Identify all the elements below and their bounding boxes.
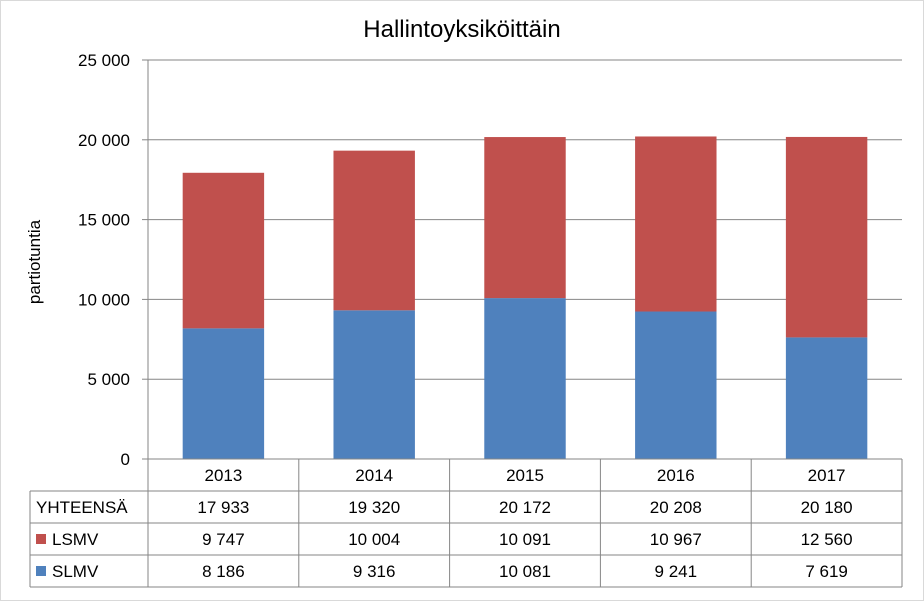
table-cell-value: 12 560 [801, 530, 853, 549]
table-cell-value: 10 081 [499, 562, 551, 581]
bar-lsmv-2014 [333, 150, 415, 311]
table-cell-value: 10 967 [650, 530, 702, 549]
table-cell-value: 10 091 [499, 530, 551, 549]
y-tick-label: 25 000 [78, 51, 130, 70]
table-cell-value: 7 619 [805, 562, 848, 581]
table-cell-value: 10 004 [348, 530, 400, 549]
bar-lsmv-2015 [484, 137, 566, 299]
bar-slmv-2016 [635, 311, 717, 459]
table-cell-value: 9 316 [353, 562, 396, 581]
table-row-label: SLMV [52, 562, 99, 581]
y-tick-label: 0 [121, 450, 130, 469]
bar-slmv-2015 [484, 298, 566, 459]
bar-lsmv-2013 [182, 172, 265, 329]
table-cell-value: 20 180 [801, 498, 853, 517]
bar-lsmv-2017 [785, 136, 868, 338]
table-row-label: LSMV [52, 530, 99, 549]
table-cell-value: 20 172 [499, 498, 551, 517]
x-category-label: 2013 [204, 466, 242, 485]
y-tick-label: 10 000 [78, 290, 130, 309]
x-category-label: 2014 [355, 466, 393, 485]
x-category-label: 2017 [808, 466, 846, 485]
bar-slmv-2014 [333, 310, 415, 459]
legend-key-lsmv [36, 534, 46, 544]
table-cell-value: 9 747 [202, 530, 245, 549]
bar-slmv-2013 [182, 328, 265, 459]
table-cell-value: 20 208 [650, 498, 702, 517]
y-tick-label: 20 000 [78, 131, 130, 150]
y-tick-label: 15 000 [78, 211, 130, 230]
bar-lsmv-2016 [635, 136, 717, 312]
bar-slmv-2017 [785, 337, 868, 459]
legend-key-slmv [36, 566, 46, 576]
chart-title: Hallintoyksiköittäin [363, 16, 561, 43]
table-cell-value: 19 320 [348, 498, 400, 517]
x-category-label: 2015 [506, 466, 544, 485]
y-tick-label: 5 000 [87, 370, 130, 389]
table-cell-value: 17 933 [197, 498, 249, 517]
table-cell-value: 9 241 [655, 562, 698, 581]
table-row-label: YHTEENSÄ [36, 498, 128, 517]
x-category-label: 2016 [657, 466, 695, 485]
table-cell-value: 8 186 [202, 562, 245, 581]
